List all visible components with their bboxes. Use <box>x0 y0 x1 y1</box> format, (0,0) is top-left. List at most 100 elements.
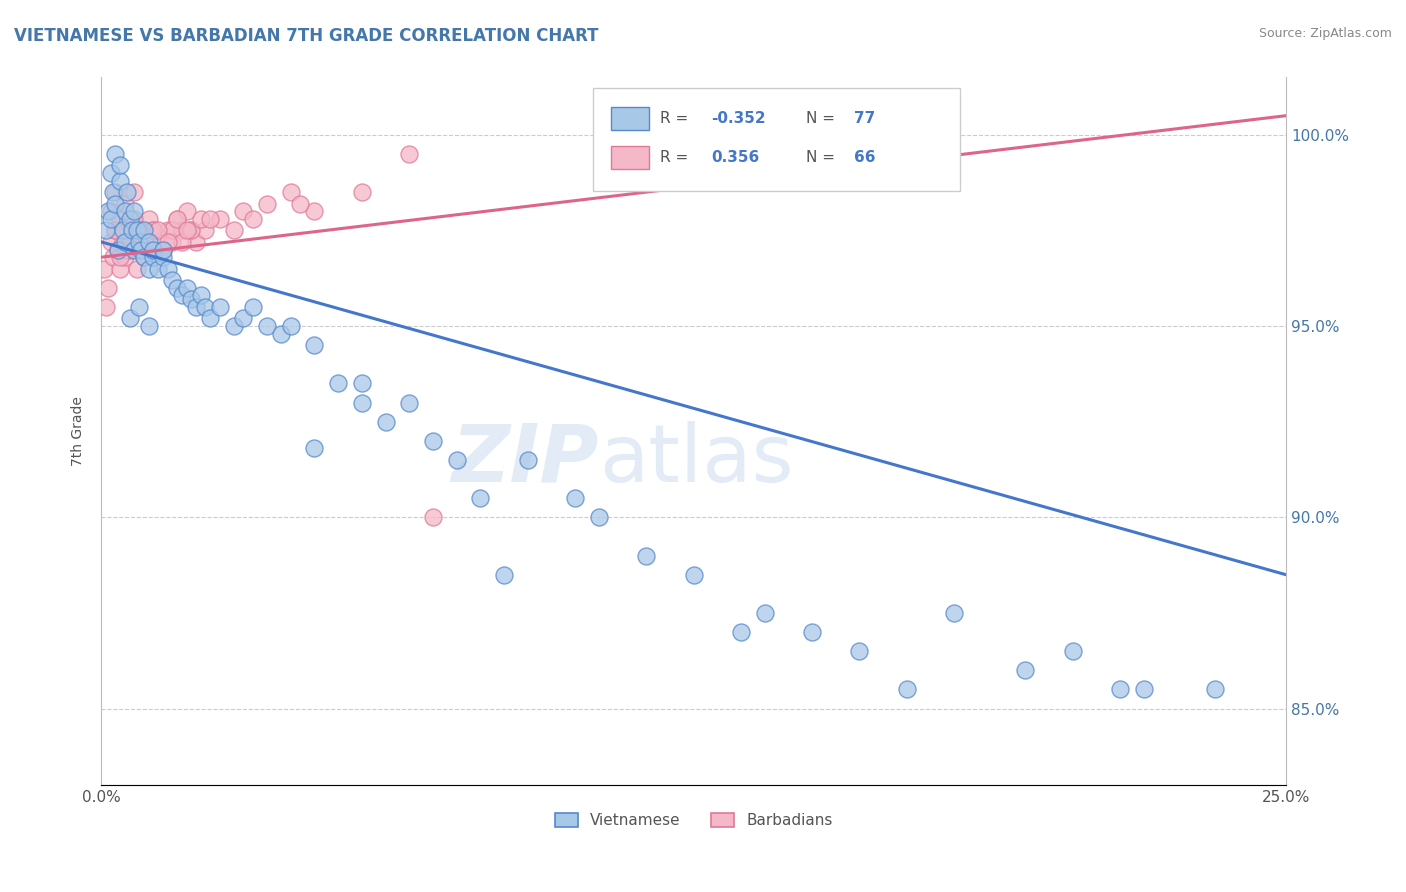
Point <box>166 281 188 295</box>
Point <box>190 288 212 302</box>
Point <box>146 261 169 276</box>
Point <box>242 211 264 226</box>
Point <box>328 376 350 391</box>
Point <box>200 311 222 326</box>
Point <box>180 223 202 237</box>
Point <box>152 250 174 264</box>
Point <box>104 196 127 211</box>
Point <box>350 395 373 409</box>
Point <box>492 567 515 582</box>
Point <box>304 204 326 219</box>
Point <box>132 235 155 249</box>
Point <box>516 453 538 467</box>
Point <box>446 453 468 467</box>
Text: R =: R = <box>661 150 689 165</box>
Point <box>422 510 444 524</box>
Point <box>152 243 174 257</box>
Point <box>114 235 136 249</box>
Point <box>1014 663 1036 677</box>
Point <box>128 223 150 237</box>
Point <box>121 211 143 226</box>
Point <box>176 204 198 219</box>
Point <box>118 243 141 257</box>
Point <box>142 250 165 264</box>
Point <box>232 204 254 219</box>
Point <box>100 211 122 226</box>
Point <box>94 300 117 314</box>
Point <box>97 204 120 219</box>
Point <box>304 442 326 456</box>
Point <box>1062 644 1084 658</box>
Text: R =: R = <box>661 111 689 126</box>
Point <box>256 319 278 334</box>
Point <box>162 235 184 249</box>
Point <box>138 319 160 334</box>
Point <box>132 223 155 237</box>
Point <box>350 376 373 391</box>
Point <box>125 223 148 237</box>
Point <box>108 250 131 264</box>
Point <box>111 223 134 237</box>
Point <box>101 185 124 199</box>
Point <box>896 682 918 697</box>
Point <box>128 300 150 314</box>
Point <box>242 300 264 314</box>
Point <box>162 223 184 237</box>
Point <box>101 250 124 264</box>
Point <box>117 223 139 237</box>
Text: 0.356: 0.356 <box>711 150 759 165</box>
Point <box>100 166 122 180</box>
Point <box>588 510 610 524</box>
Point <box>156 223 179 237</box>
Point <box>304 338 326 352</box>
Point <box>184 300 207 314</box>
Point <box>170 235 193 249</box>
Point <box>138 235 160 249</box>
Y-axis label: 7th Grade: 7th Grade <box>72 396 86 467</box>
Point <box>117 185 139 199</box>
Point <box>280 185 302 199</box>
Text: 77: 77 <box>853 111 875 126</box>
Point <box>398 147 420 161</box>
Point <box>156 261 179 276</box>
Point <box>132 250 155 264</box>
Point <box>730 625 752 640</box>
Point <box>108 158 131 172</box>
Point <box>1133 682 1156 697</box>
Text: Source: ZipAtlas.com: Source: ZipAtlas.com <box>1258 27 1392 40</box>
Point <box>350 185 373 199</box>
Point <box>222 223 245 237</box>
Point <box>374 415 396 429</box>
FancyBboxPatch shape <box>610 107 648 130</box>
Point <box>108 261 131 276</box>
Point <box>111 235 134 249</box>
Point <box>114 196 136 211</box>
Text: 66: 66 <box>853 150 875 165</box>
Point <box>121 223 143 237</box>
Point <box>114 204 136 219</box>
Point <box>107 243 129 257</box>
Legend: Vietnamese, Barbadians: Vietnamese, Barbadians <box>548 806 838 834</box>
Point <box>280 319 302 334</box>
Point <box>142 243 165 257</box>
Point <box>190 211 212 226</box>
Point <box>142 223 165 237</box>
Point <box>270 326 292 341</box>
Point <box>104 223 127 237</box>
Point <box>398 395 420 409</box>
Point <box>100 235 122 249</box>
Point <box>636 549 658 563</box>
Point <box>100 204 122 219</box>
Point <box>131 243 153 257</box>
Point <box>114 250 136 264</box>
Point <box>118 311 141 326</box>
Point <box>564 491 586 506</box>
Point <box>470 491 492 506</box>
Point <box>108 174 131 188</box>
Point <box>754 606 776 620</box>
Point <box>138 243 160 257</box>
Point <box>138 243 160 257</box>
Point <box>118 235 141 249</box>
Point <box>124 185 146 199</box>
Point <box>114 243 136 257</box>
